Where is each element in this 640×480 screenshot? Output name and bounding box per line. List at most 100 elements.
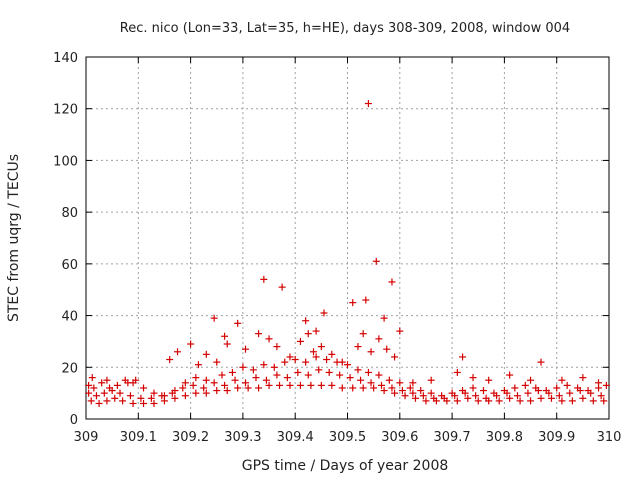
y-tick-label: 20	[61, 361, 78, 376]
x-tick-label: 309.1	[120, 430, 157, 445]
y-tick-label: 60	[61, 258, 78, 273]
data-point	[286, 381, 294, 389]
data-point	[87, 397, 95, 405]
data-point	[108, 387, 116, 395]
data-point	[116, 389, 124, 397]
data-point	[380, 387, 388, 395]
data-point	[174, 348, 182, 356]
data-point	[294, 368, 302, 376]
y-axis-label: STEC from uqrg / TECUs	[6, 154, 22, 322]
data-point	[223, 387, 231, 395]
data-point	[409, 379, 417, 387]
data-point	[189, 381, 197, 389]
data-point	[370, 384, 378, 392]
data-point	[276, 381, 284, 389]
data-point	[409, 389, 417, 397]
data-point	[317, 381, 325, 389]
data-point	[260, 275, 268, 283]
data-point	[506, 371, 514, 379]
data-point	[92, 392, 100, 400]
data-point	[231, 376, 239, 384]
data-point	[563, 381, 571, 389]
data-point	[98, 379, 106, 387]
data-point	[192, 374, 200, 382]
y-tick-label: 40	[61, 310, 78, 325]
data-point	[202, 376, 210, 384]
data-point	[296, 381, 304, 389]
data-point	[372, 257, 380, 265]
data-point	[113, 381, 121, 389]
data-points	[85, 100, 610, 407]
data-point	[312, 327, 320, 335]
data-point	[349, 299, 357, 307]
x-tick-label: 310	[597, 430, 622, 445]
data-point	[228, 368, 236, 376]
data-point	[111, 394, 119, 402]
data-point	[166, 356, 174, 364]
data-point	[511, 384, 519, 392]
data-point	[349, 384, 357, 392]
data-point	[432, 397, 440, 405]
data-point	[140, 384, 148, 392]
data-point	[506, 394, 514, 402]
data-point	[328, 350, 336, 358]
data-point	[527, 397, 535, 405]
data-point	[210, 379, 218, 387]
data-point	[85, 389, 93, 397]
data-point	[388, 384, 396, 392]
data-point	[516, 397, 524, 405]
data-point	[265, 381, 273, 389]
data-point	[524, 389, 532, 397]
data-point	[181, 392, 189, 400]
data-point	[485, 397, 493, 405]
data-point	[566, 389, 574, 397]
data-point	[354, 343, 362, 351]
data-point	[147, 394, 155, 402]
data-point	[568, 397, 576, 405]
data-point	[273, 371, 281, 379]
data-point	[495, 397, 503, 405]
data-point	[90, 384, 98, 392]
data-point	[377, 381, 385, 389]
data-point	[221, 332, 229, 340]
data-point	[513, 392, 521, 400]
data-point	[140, 399, 148, 407]
data-point	[503, 389, 511, 397]
data-point	[521, 381, 529, 389]
data-point	[194, 361, 202, 369]
data-point	[202, 389, 210, 397]
data-point	[242, 379, 250, 387]
data-point	[262, 376, 270, 384]
data-point	[328, 381, 336, 389]
data-point	[283, 374, 291, 382]
data-point	[417, 387, 425, 395]
data-point	[427, 389, 435, 397]
data-point	[255, 330, 263, 338]
data-point	[367, 348, 375, 356]
data-point	[302, 358, 310, 366]
data-point	[168, 389, 176, 397]
data-point	[453, 368, 461, 376]
data-point	[422, 397, 430, 405]
data-point	[537, 394, 545, 402]
data-point	[375, 335, 383, 343]
data-point	[375, 371, 383, 379]
data-point	[579, 394, 587, 402]
data-point	[472, 392, 480, 400]
data-point	[427, 376, 435, 384]
data-point	[213, 387, 221, 395]
data-point	[252, 374, 260, 382]
data-point	[129, 399, 137, 407]
data-point	[315, 366, 323, 374]
data-point	[291, 356, 299, 364]
data-point	[88, 374, 96, 382]
data-point	[459, 353, 467, 361]
data-point	[558, 397, 566, 405]
data-point	[595, 379, 603, 387]
data-point	[158, 392, 166, 400]
data-point	[388, 278, 396, 286]
chart-title: Rec. nico (Lon=33, Lat=35, h=HE), days 3…	[120, 21, 570, 36]
data-point	[383, 345, 391, 353]
data-point	[121, 376, 129, 384]
data-point	[234, 319, 242, 327]
